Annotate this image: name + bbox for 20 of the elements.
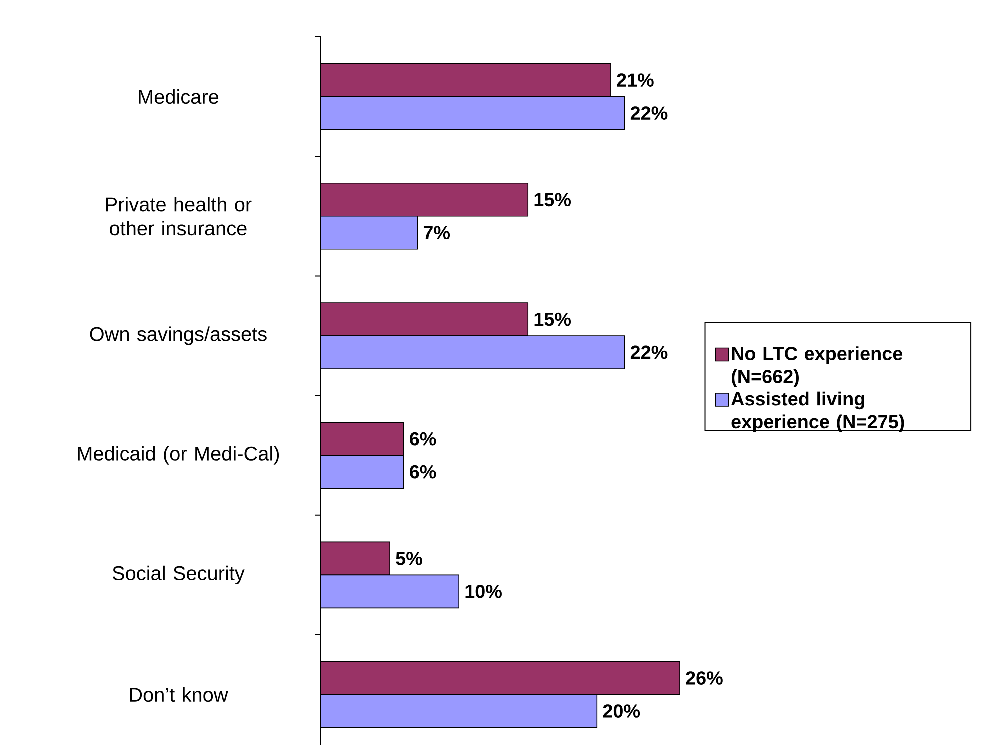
y-tick-label: Medicaid (or Medi-Cal)	[78, 446, 280, 465]
y-tick-label: Own savings/assets	[90, 326, 267, 346]
data-label: 15%	[534, 312, 572, 326]
data-label: 5%	[396, 552, 422, 566]
data-label: 21%	[617, 74, 654, 87]
data-label: 20%	[603, 704, 640, 718]
y-tick-label: Private health or other insurance	[106, 197, 252, 236]
data-label: 22%	[630, 346, 668, 360]
data-label: 15%	[534, 193, 572, 207]
data-label: 6%	[410, 432, 436, 446]
data-label: 22%	[630, 106, 668, 120]
data-label: 10%	[466, 584, 502, 598]
y-tick-label: Social Security	[112, 566, 245, 584]
data-label: 7%	[424, 226, 450, 240]
legend-label: Assisted living experience (N=275)	[732, 392, 904, 432]
y-tick-label: Medicare	[139, 89, 219, 104]
data-label: 26%	[686, 672, 723, 685]
y-tick-label: Don’t know	[130, 687, 228, 702]
legend-label: No LTC experience (N=662)	[732, 346, 903, 388]
data-label: 6%	[410, 465, 436, 479]
